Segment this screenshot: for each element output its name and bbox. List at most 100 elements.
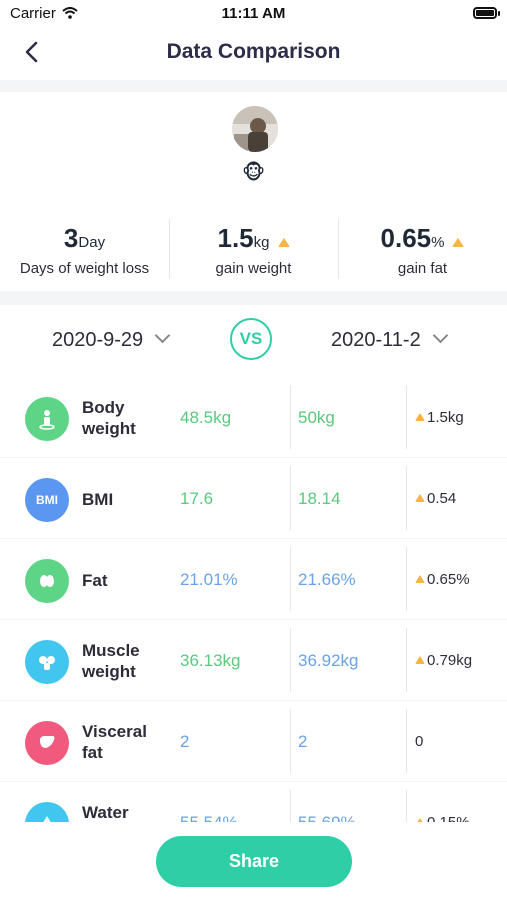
metric-row-body-weight[interactable]: Body weight 48.5kg 50kg 1.5kg: [0, 377, 507, 457]
metric-diff: 1.5kg: [415, 409, 464, 426]
divider: [406, 385, 407, 449]
share-button[interactable]: Share: [156, 836, 352, 887]
divider: [338, 219, 339, 279]
date-picker-right[interactable]: 2020-11-2: [331, 327, 448, 352]
nav-bar: Data Comparison: [0, 28, 507, 80]
bmi-icon: BMI: [25, 478, 69, 522]
divider: [290, 790, 291, 822]
metric-value-left: 55.54%: [180, 813, 238, 822]
metric-diff: 0.15%: [415, 814, 470, 822]
metric-value-left: 21.01%: [180, 570, 238, 589]
profile-section: 🐵: [0, 92, 507, 202]
date-comparison: 2020-9-29 VS 2020-11-2: [0, 305, 507, 377]
divider: [169, 219, 170, 279]
metric-value-left: 17.6: [180, 489, 214, 508]
metric-value-right: 50kg: [298, 408, 335, 427]
up-arrow-icon: [452, 238, 465, 248]
clock-time: 11:11 AM: [221, 5, 286, 22]
metric-name: BMI: [82, 490, 114, 509]
metric-value-right: 36.92kg: [298, 651, 359, 670]
stat-label: gain fat: [397, 260, 448, 277]
date-right-label: 2020-11-2: [331, 329, 421, 351]
divider: [290, 547, 291, 611]
metric-diff: 0.79kg: [415, 652, 472, 669]
metric-diff: 0: [415, 733, 423, 750]
vs-badge: VS: [230, 318, 272, 360]
carrier-label: Carrier: [10, 5, 56, 22]
battery-icon: [473, 7, 500, 19]
stat-label: gain weight: [215, 260, 292, 277]
metrics-list[interactable]: Body weight 48.5kg 50kg 1.5kg BMI BMI 17…: [0, 377, 507, 822]
section-divider: [0, 291, 507, 305]
up-arrow-icon: [415, 413, 425, 421]
stat-value: 3: [63, 223, 79, 253]
metric-diff-value: 0.79kg: [427, 652, 473, 669]
metric-diff-value: 0.15%: [427, 814, 470, 822]
stat-value: 1.5: [217, 223, 254, 253]
metric-row-visceral-fat[interactable]: Visceral fat 2 2 0: [0, 701, 507, 781]
metric-diff-value: 0.54: [427, 490, 457, 507]
status-bar: Carrier 11:11 AM: [0, 0, 507, 28]
metric-value-right: 18.14: [298, 489, 341, 508]
avatar[interactable]: [232, 106, 278, 152]
stat-gain-fat: 0.65% gain fat: [338, 213, 507, 288]
water-icon: [25, 802, 69, 822]
page-title: Data Comparison: [166, 40, 341, 63]
date-left-label: 2020-9-29: [52, 329, 144, 351]
metric-row-bmi[interactable]: BMI BMI 17.6 18.14 0.54: [0, 458, 507, 538]
chevron-down-icon: [154, 327, 171, 344]
metric-row-water[interactable]: Water 55.54% 55.69% 0.15%: [0, 782, 507, 822]
stat-gain-weight: 1.5kg gain weight: [169, 213, 338, 288]
divider: [290, 385, 291, 449]
metric-diff-value: 0: [415, 733, 424, 750]
metric-diff: 0.65%: [415, 571, 470, 588]
divider: [290, 466, 291, 530]
body-weight-icon: [25, 397, 69, 441]
metric-name: Muscle weight: [82, 641, 140, 681]
stat-value: 0.65: [380, 223, 432, 253]
up-arrow-icon: [277, 238, 290, 248]
fat-icon: [25, 559, 69, 603]
up-arrow-icon: [415, 656, 425, 664]
metric-name: Body weight: [82, 398, 136, 438]
metric-name: Water: [82, 803, 129, 822]
visceral-fat-icon: [25, 721, 69, 765]
metric-diff-value: 1.5kg: [427, 409, 464, 426]
up-arrow-icon: [415, 494, 425, 502]
divider: [406, 466, 407, 530]
metric-name: Fat: [82, 571, 108, 590]
metric-value-left: 48.5kg: [180, 408, 232, 427]
stat-unit: %: [431, 234, 445, 251]
chevron-left-icon: [25, 41, 38, 63]
stat-days-weight-loss: 3Day Days of weight loss: [0, 213, 169, 288]
divider: [290, 628, 291, 692]
metric-row-muscle-weight[interactable]: Muscle weight 36.13kg 36.92kg 0.79kg: [0, 620, 507, 700]
metric-diff: 0.54: [415, 490, 456, 507]
divider: [290, 709, 291, 773]
metric-value-right: 55.69%: [298, 813, 356, 822]
metric-diff-value: 0.65%: [427, 571, 470, 588]
stat-unit: kg: [253, 234, 270, 251]
metric-value-right: 21.66%: [298, 570, 356, 589]
metric-value-right: 2: [298, 732, 308, 751]
chevron-down-icon: [432, 327, 448, 344]
monkey-emoji-icon: 🐵: [241, 162, 266, 184]
stat-unit: Day: [78, 234, 106, 251]
wifi-icon: [62, 6, 78, 24]
metric-name: Visceral fat: [82, 722, 147, 762]
back-button[interactable]: [18, 38, 48, 68]
up-arrow-icon: [415, 818, 425, 822]
divider: [406, 790, 407, 822]
divider: [406, 628, 407, 692]
metric-row-fat[interactable]: Fat 21.01% 21.66% 0.65%: [0, 539, 507, 619]
section-divider: [0, 80, 507, 92]
stat-label: Days of weight loss: [19, 260, 150, 277]
up-arrow-icon: [415, 575, 425, 583]
divider: [406, 709, 407, 773]
muscle-icon: [25, 640, 69, 684]
divider: [406, 547, 407, 611]
metric-value-left: 2: [180, 732, 190, 751]
date-picker-left[interactable]: 2020-9-29: [52, 327, 171, 352]
metric-value-left: 36.13kg: [180, 651, 241, 670]
summary-stats: 3Day Days of weight loss 1.5kg gain weig…: [0, 213, 507, 288]
